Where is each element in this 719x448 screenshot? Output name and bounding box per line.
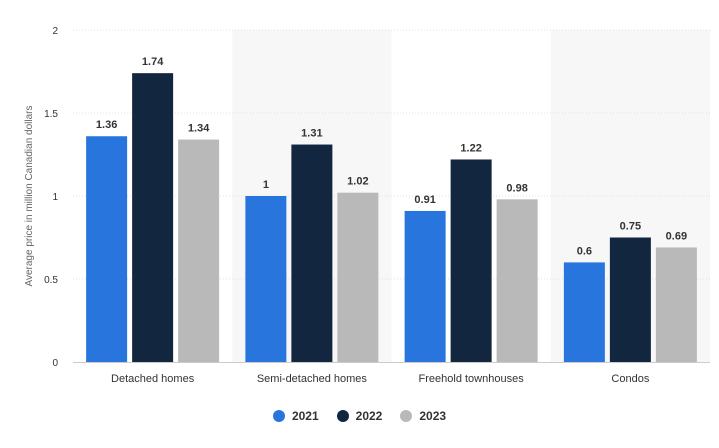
y-tick-label: 1.5: [44, 109, 58, 120]
bar-2023[interactable]: [337, 192, 379, 362]
data-label-2022: 0.75: [620, 221, 641, 233]
data-label-2021: 0.91: [414, 194, 435, 206]
y-tick-label: 2: [52, 26, 58, 37]
gridlines: [73, 29, 710, 363]
bar-2022[interactable]: [609, 237, 651, 363]
legend-item-2022[interactable]: 2022: [336, 409, 383, 423]
bar-2021[interactable]: [86, 136, 128, 362]
data-label-2021: 1.36: [96, 119, 117, 131]
bar-2021[interactable]: [404, 210, 446, 362]
bar-2023[interactable]: [178, 139, 220, 362]
x-axis-categories: Detached homes Semi-detached homes Freehol…: [111, 373, 650, 385]
y-tick-label: 1: [52, 192, 58, 203]
x-category-label: Freehold townhouses: [419, 373, 525, 385]
x-category-label: Semi-detached homes: [257, 373, 368, 385]
y-axis-ticks: 0 0.5 1 1.5 2: [44, 26, 58, 369]
bar-2022[interactable]: [291, 144, 333, 362]
bar-2023[interactable]: [655, 247, 697, 362]
legend-item-2021[interactable]: 2021: [272, 409, 319, 423]
bars: [86, 73, 697, 362]
data-label-2021: 0.6: [577, 245, 592, 257]
legend-label-2022: 2022: [355, 409, 383, 423]
bar-2021[interactable]: [245, 196, 287, 362]
legend-marker-2023: [400, 410, 413, 422]
data-label-2023: 1.34: [188, 123, 210, 135]
data-label-2023: 0.98: [506, 182, 527, 194]
legend-marker-2021: [272, 410, 285, 422]
legend-label-2023: 2023: [419, 409, 447, 423]
data-label-2022: 1.31: [301, 128, 322, 140]
data-label-2021: 1: [263, 179, 269, 191]
x-category-label: Condos: [611, 373, 649, 385]
bar-2021[interactable]: [563, 262, 605, 362]
legend-label-2021: 2021: [291, 409, 319, 423]
x-category-label: Detached homes: [111, 373, 195, 385]
legend: 2021 2022 2023: [0, 409, 719, 423]
bar-2023[interactable]: [496, 199, 538, 362]
data-label-2023: 1.02: [347, 176, 368, 188]
y-tick-label: 0: [52, 358, 58, 369]
data-labels: 1.36 1.74 1.34 1 1.31 1.02 0.91 1.22 0.98 0.6 0.75…: [96, 56, 687, 257]
bar-2022[interactable]: [450, 159, 492, 362]
bar-chart: 0 0.5 1 1.5 2 1.36 1.74 1.34 1 1.31 1.02 0.91 1.22 0…: [24, 26, 710, 385]
bar-2022[interactable]: [132, 73, 174, 362]
y-tick-label: 0.5: [44, 275, 58, 286]
data-label-2022: 1.74: [142, 56, 164, 68]
data-label-2022: 1.22: [460, 142, 481, 154]
legend-marker-2022: [336, 410, 349, 422]
y-axis-label: Average price in million Canadian dollar…: [24, 105, 35, 286]
data-label-2023: 0.69: [666, 230, 687, 242]
legend-item-2023[interactable]: 2023: [400, 409, 446, 423]
